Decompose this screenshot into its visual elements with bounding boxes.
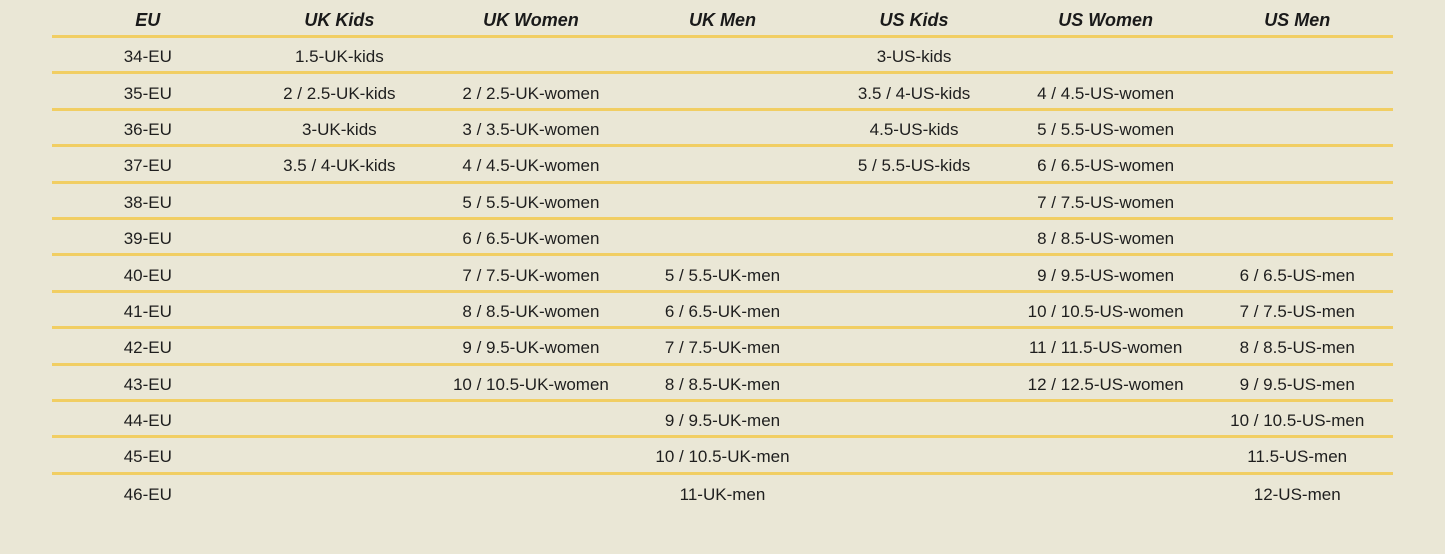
- cell-us-kids: 3.5 / 4-US-kids: [857, 83, 971, 103]
- cell-eu: 35-EU: [123, 83, 172, 103]
- cell-uk-men: 6 / 6.5-UK-men: [664, 301, 781, 321]
- cell-uk-women: 10 / 10.5-UK-women: [452, 374, 609, 394]
- cell-us-men: 6 / 6.5-US-men: [1239, 265, 1355, 285]
- table-row: 42-EU 9 / 9.5-UK-women 7 / 7.5-UK-men 11 / …: [52, 329, 1393, 366]
- cell-eu: 42-EU: [123, 338, 172, 358]
- cell-uk-men: 11-UK-men: [679, 485, 766, 505]
- cell-eu: 46-EU: [123, 485, 172, 505]
- cell-us-men: 9 / 9.5-US-men: [1239, 374, 1355, 394]
- cell-uk-kids: 3.5 / 4-UK-kids: [283, 156, 396, 176]
- cell-us-women: 6 / 6.5-US-women: [1037, 156, 1175, 176]
- cell-eu: 36-EU: [123, 119, 172, 139]
- cell-uk-women: 6 / 6.5-UK-women: [462, 229, 600, 249]
- cell-uk-men: 7 / 7.5-UK-men: [664, 338, 781, 358]
- cell-eu: 45-EU: [123, 447, 172, 467]
- cell-us-women: 5 / 5.5-US-women: [1037, 119, 1175, 139]
- cell-us-men: 10 / 10.5-US-men: [1230, 411, 1365, 431]
- cell-uk-men: 8 / 8.5-UK-men: [664, 374, 781, 394]
- cell-eu: 39-EU: [123, 229, 172, 249]
- table-body: 34-EU 1.5-UK-kids 3-US-kids 35-EU 2 / 2.5-UK…: [52, 38, 1393, 511]
- cell-uk-women: 4 / 4.5-UK-women: [462, 156, 600, 176]
- cell-eu: 43-EU: [123, 374, 172, 394]
- cell-us-women: 11 / 11.5-US-women: [1028, 338, 1183, 358]
- column-header-us-men: US Men: [1264, 9, 1331, 30]
- cell-uk-women: 9 / 9.5-UK-women: [462, 338, 600, 358]
- cell-us-kids: 5 / 5.5-US-kids: [857, 156, 971, 176]
- cell-uk-women: 8 / 8.5-UK-women: [462, 301, 600, 321]
- cell-uk-women: 5 / 5.5-UK-women: [462, 192, 600, 212]
- shoe-size-conversion-table: EU UK Kids UK Women UK Men US Kids US Wo…: [52, 1, 1393, 511]
- cell-us-kids: 4.5-US-kids: [869, 119, 959, 139]
- table-row: 36-EU 3-UK-kids 3 / 3.5-UK-women 4.5-US-kid…: [52, 111, 1393, 148]
- cell-eu: 37-EU: [123, 156, 172, 176]
- table-row: 37-EU 3.5 / 4-UK-kids 4 / 4.5-UK-women 5 / …: [52, 147, 1393, 184]
- cell-us-kids: 3-US-kids: [876, 47, 952, 67]
- cell-us-women: 9 / 9.5-US-women: [1037, 265, 1175, 285]
- cell-eu: 34-EU: [123, 47, 172, 67]
- cell-uk-kids: 2 / 2.5-UK-kids: [283, 83, 396, 103]
- table-row: 41-EU 8 / 8.5-UK-women 6 / 6.5-UK-men 10 / …: [52, 293, 1393, 330]
- cell-eu: 41-EU: [123, 301, 172, 321]
- cell-us-men: 12-US-men: [1253, 485, 1341, 505]
- cell-us-women: 7 / 7.5-US-women: [1037, 192, 1175, 212]
- table-row: 46-EU 11-UK-men 12-US-men: [52, 475, 1393, 511]
- cell-uk-kids: 1.5-UK-kids: [294, 47, 384, 67]
- table-header-row: EU UK Kids UK Women UK Men US Kids US Wo…: [52, 1, 1393, 38]
- table-row: 45-EU 10 / 10.5-UK-men 11.5-US-men: [52, 438, 1393, 475]
- cell-uk-women: 3 / 3.5-UK-women: [462, 119, 600, 139]
- cell-us-men: 8 / 8.5-US-men: [1239, 338, 1355, 358]
- cell-eu: 44-EU: [123, 411, 172, 431]
- cell-us-men: 7 / 7.5-US-men: [1239, 301, 1355, 321]
- cell-us-women: 10 / 10.5-US-women: [1027, 301, 1184, 321]
- column-header-us-women: US Women: [1058, 9, 1153, 30]
- table-row: 44-EU 9 / 9.5-UK-men 10 / 10.5-US-men: [52, 402, 1393, 439]
- cell-uk-women: 7 / 7.5-UK-women: [462, 265, 600, 285]
- cell-uk-men: 10 / 10.5-UK-men: [655, 447, 790, 467]
- table-row: 38-EU 5 / 5.5-UK-women 7 / 7.5-US-women: [52, 184, 1393, 220]
- column-header-uk-men: UK Men: [688, 9, 756, 30]
- cell-us-women: 12 / 12.5-US-women: [1027, 374, 1184, 394]
- table-row: 35-EU 2 / 2.5-UK-kids 2 / 2.5-UK-women 3.5 …: [52, 74, 1393, 111]
- cell-uk-women: 2 / 2.5-UK-women: [462, 83, 600, 103]
- table-row: 43-EU 10 / 10.5-UK-women 8 / 8.5-UK-men 12 …: [52, 366, 1393, 402]
- column-header-eu: EU: [135, 9, 161, 30]
- cell-us-women: 8 / 8.5-US-women: [1037, 229, 1175, 249]
- table-row: 34-EU 1.5-UK-kids 3-US-kids: [52, 38, 1393, 75]
- table-row: 39-EU 6 / 6.5-UK-women 8 / 8.5-US-women: [52, 220, 1393, 257]
- column-header-uk-women: UK Women: [483, 9, 579, 30]
- cell-us-men: 11.5-US-men: [1247, 447, 1348, 467]
- cell-us-women: 4 / 4.5-US-women: [1037, 83, 1175, 103]
- cell-uk-men: 9 / 9.5-UK-men: [664, 411, 781, 431]
- cell-uk-men: 5 / 5.5-UK-men: [664, 265, 781, 285]
- cell-eu: 40-EU: [123, 265, 172, 285]
- cell-eu: 38-EU: [123, 192, 172, 212]
- column-header-uk-kids: UK Kids: [304, 9, 375, 30]
- cell-uk-kids: 3-UK-kids: [302, 119, 377, 139]
- column-header-us-kids: US Kids: [879, 9, 949, 30]
- table-row: 40-EU 7 / 7.5-UK-women 5 / 5.5-UK-men 9 / 9…: [52, 256, 1393, 293]
